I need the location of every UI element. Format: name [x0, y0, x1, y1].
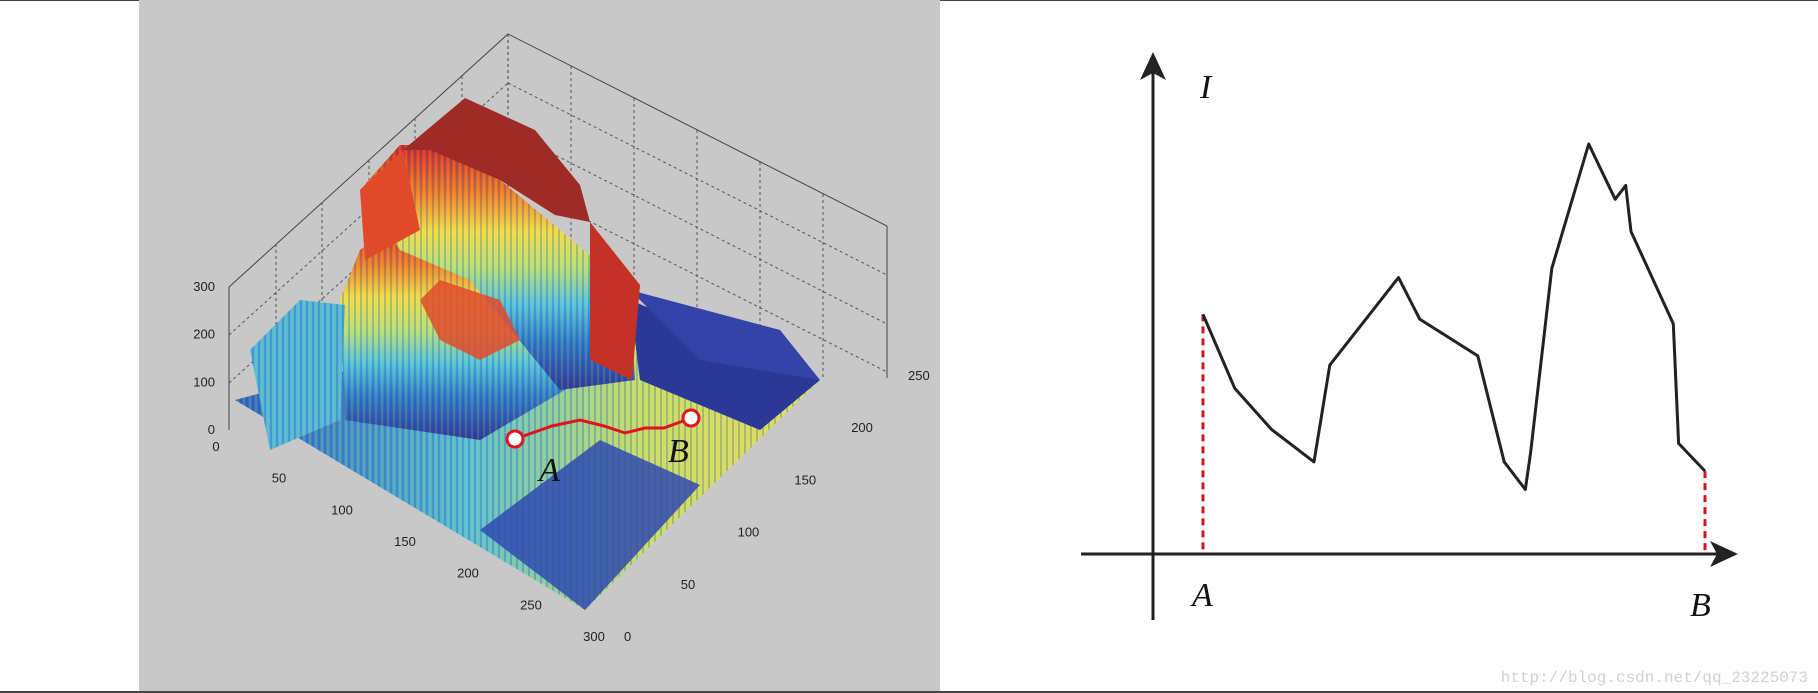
y-axis-label: I — [1199, 69, 1213, 106]
x-axis-label-b: B — [1690, 587, 1711, 624]
x-tick-label: 0 — [212, 439, 219, 454]
z-axis-ticks: 0 100 200 300 — [193, 279, 215, 437]
surface-mesh — [235, 98, 820, 610]
x-tick-label: 50 — [272, 471, 286, 486]
point-a-marker — [505, 429, 525, 449]
y-tick-label: 0 — [624, 629, 631, 644]
y-tick-label: 100 — [738, 525, 760, 540]
z-tick-label: 0 — [208, 422, 215, 437]
y-tick-label: 150 — [794, 472, 816, 487]
x-tick-label: 200 — [457, 566, 479, 581]
x-axis-ticks: 0 50 100 150 200 250 300 — [212, 439, 604, 644]
y-axis-arrowhead — [1140, 52, 1166, 80]
y-axis-ticks: 0 50 100 150 200 250 — [624, 368, 930, 644]
y-tick-label: 250 — [908, 368, 930, 383]
z-tick-label: 100 — [193, 374, 215, 389]
plateau — [403, 98, 590, 222]
surface-label-b: B — [668, 433, 689, 470]
intensity-profile-line — [1201, 142, 1707, 491]
surface-label-a: A — [537, 452, 560, 489]
bottom-rule — [0, 691, 1818, 693]
z-tick-label: 200 — [193, 327, 215, 342]
y-tick-label: 50 — [681, 577, 695, 592]
x-tick-label: 150 — [394, 534, 416, 549]
x-axis-arrowhead — [1710, 541, 1738, 567]
z-tick-label: 300 — [193, 279, 215, 294]
x-tick-label: 100 — [331, 502, 353, 517]
path-a-b: A B — [505, 408, 701, 489]
x-tick-label: 300 — [583, 629, 605, 644]
profile-axes — [1081, 52, 1738, 620]
x-tick-label: 250 — [520, 597, 542, 612]
watermark: http://blog.csdn.net/qq_23225073 — [1500, 669, 1808, 687]
x-axis-label-a: A — [1190, 577, 1213, 614]
y-tick-label: 200 — [851, 420, 873, 435]
point-b-marker — [681, 408, 701, 428]
